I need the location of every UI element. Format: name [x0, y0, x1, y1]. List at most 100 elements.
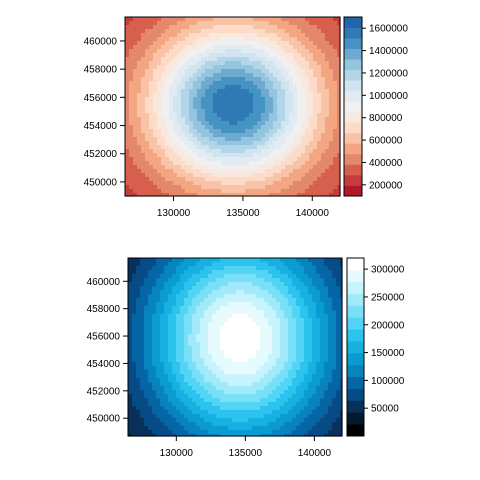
- heatmap-cell: [293, 113, 298, 118]
- heatmap-cell: [125, 133, 130, 138]
- heatmap-cell: [128, 306, 133, 311]
- heatmap-cell: [309, 109, 314, 114]
- heatmap-cell: [152, 266, 157, 271]
- heatmap-cell: [261, 61, 266, 66]
- heatmap-cell: [181, 29, 186, 34]
- heatmap-cell: [216, 318, 221, 323]
- heatmap-cell: [309, 57, 314, 62]
- heatmap-cell: [340, 434, 343, 437]
- heatmap-cell: [229, 129, 234, 134]
- heatmap-cell: [128, 414, 133, 419]
- heatmap-cell: [277, 137, 282, 142]
- heatmap-cell: [184, 354, 189, 359]
- heatmap-cell: [308, 410, 313, 415]
- heatmap-cell: [305, 33, 310, 38]
- heatmap-cell: [180, 370, 185, 375]
- heatmap-cell: [268, 302, 273, 307]
- heatmap-cell: [329, 29, 334, 34]
- heatmap-cell: [249, 181, 254, 186]
- heatmap-cell: [297, 33, 302, 38]
- heatmap-cell: [268, 270, 273, 275]
- heatmap-cell: [168, 398, 173, 403]
- heatmap-cell: [125, 77, 130, 82]
- heatmap-cell: [284, 390, 289, 395]
- heatmap-cell: [288, 374, 293, 379]
- heatmap-cell: [160, 342, 165, 347]
- heatmap-cell: [129, 109, 134, 114]
- heatmap-cell: [277, 189, 282, 194]
- heatmap-cell: [261, 145, 266, 150]
- heatmap-cell: [172, 334, 177, 339]
- heatmap-cell: [229, 61, 234, 66]
- heatmap-cell: [192, 274, 197, 279]
- heatmap-cell: [245, 73, 250, 78]
- heatmap-cell: [273, 185, 278, 190]
- heatmap-cell: [261, 153, 266, 158]
- heatmap-cell: [333, 37, 338, 42]
- heatmap-cell: [240, 294, 245, 299]
- heatmap-cell: [152, 402, 157, 407]
- heatmap-cell: [244, 262, 249, 267]
- heatmap-cell: [321, 93, 326, 98]
- heatmap-cell: [252, 266, 257, 271]
- heatmap-cell: [212, 326, 217, 331]
- heatmap-cell: [216, 342, 221, 347]
- heatmap-cell: [312, 402, 317, 407]
- heatmap-cell: [264, 422, 269, 427]
- heatmap-cell: [128, 302, 133, 307]
- heatmap-cell: [333, 53, 338, 58]
- heatmap-cell: [160, 286, 165, 291]
- heatmap-cell: [200, 274, 205, 279]
- heatmap-cell: [320, 310, 325, 315]
- heatmap-cell: [244, 286, 249, 291]
- heatmap-cell: [296, 402, 301, 407]
- colorbar-swatch: [344, 101, 362, 113]
- heatmap-cell: [248, 358, 253, 363]
- heatmap-cell: [276, 314, 281, 319]
- heatmap-cell: [260, 394, 265, 399]
- heatmap-cell: [292, 358, 297, 363]
- heatmap-cell: [340, 366, 343, 371]
- heatmap-cell: [249, 41, 254, 46]
- heatmap-cell: [237, 29, 242, 34]
- heatmap-cell: [181, 177, 186, 182]
- heatmap-cell: [149, 169, 154, 174]
- heatmap-cell: [261, 125, 266, 130]
- heatmap-cell: [129, 17, 134, 22]
- heatmap-cell: [316, 318, 321, 323]
- heatmap-cell: [324, 386, 329, 391]
- heatmap-cell: [281, 61, 286, 66]
- heatmap-cell: [312, 278, 317, 283]
- heatmap-cell: [320, 318, 325, 323]
- heatmap-cell: [212, 286, 217, 291]
- heatmap-cell: [161, 177, 166, 182]
- heatmap-cell: [157, 165, 162, 170]
- heatmap-cell: [281, 133, 286, 138]
- heatmap-cell: [244, 346, 249, 351]
- heatmap-cell: [233, 181, 238, 186]
- heatmap-cell: [212, 294, 217, 299]
- heatmap-cell: [248, 310, 253, 315]
- heatmap-cell: [157, 125, 162, 130]
- heatmap-cell: [340, 278, 343, 283]
- heatmap-cell: [285, 145, 290, 150]
- heatmap-cell: [320, 314, 325, 319]
- heatmap-cell: [128, 266, 133, 271]
- heatmap-cell: [305, 21, 310, 26]
- heatmap-cell: [144, 334, 149, 339]
- heatmap-cell: [216, 414, 221, 419]
- heatmap-cell: [264, 294, 269, 299]
- heatmap-cell: [325, 145, 330, 150]
- heatmap-cell: [309, 61, 314, 66]
- heatmap-cell: [301, 113, 306, 118]
- heatmap-cell: [337, 73, 341, 78]
- heatmap-cell: [304, 294, 309, 299]
- heatmap-cell: [284, 386, 289, 391]
- heatmap-cell: [320, 298, 325, 303]
- heatmap-cell: [148, 326, 153, 331]
- heatmap-cell: [136, 414, 141, 419]
- heatmap-cell: [184, 258, 189, 263]
- heatmap-cell: [177, 117, 182, 122]
- heatmap-cell: [144, 286, 149, 291]
- heatmap-cell: [168, 354, 173, 359]
